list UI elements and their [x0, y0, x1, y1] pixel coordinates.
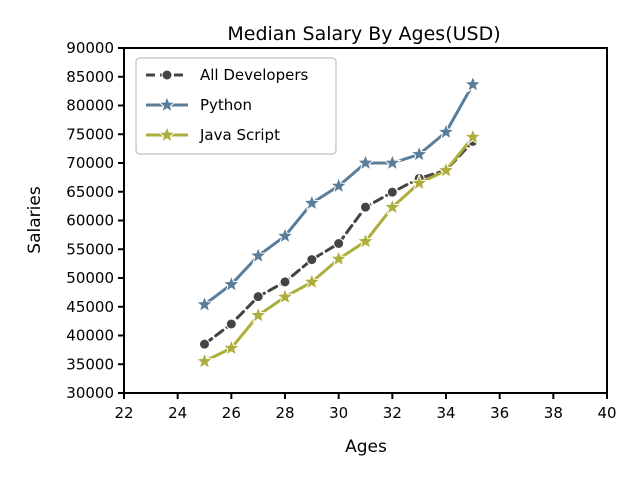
x-tick-label: 32 [383, 404, 402, 422]
chart-title: Median Salary By Ages(USD) [227, 23, 500, 45]
y-tick-label: 35000 [66, 355, 114, 373]
data-point [302, 193, 322, 212]
data-point [221, 338, 241, 357]
x-tick-label: 28 [275, 404, 294, 422]
series-python [195, 74, 483, 313]
data-point [382, 197, 402, 216]
data-point [329, 176, 349, 195]
data-point [360, 201, 371, 213]
x-tick-label: 40 [597, 404, 616, 422]
legend-label: All Developers [200, 66, 309, 84]
series-all-developers [199, 135, 479, 350]
data-point [382, 153, 402, 172]
data-point [329, 249, 349, 268]
x-tick-label: 30 [329, 404, 348, 422]
data-point [463, 74, 483, 93]
data-point [248, 305, 268, 324]
data-point [386, 186, 398, 198]
legend-marker [157, 125, 177, 144]
data-point [409, 144, 429, 163]
x-tick-label: 24 [168, 404, 187, 422]
y-tick-label: 55000 [66, 240, 114, 258]
data-point [195, 294, 214, 313]
data-point [463, 127, 483, 146]
y-tick-label: 80000 [66, 97, 114, 115]
data-point [409, 173, 429, 192]
legend-label: Java Script [199, 126, 280, 144]
data-point [436, 122, 456, 141]
x-axis-title: Ages [345, 437, 387, 457]
plot-area: 22 24 26 28 30 32 34 36 38 40 30000 35000 40000 45000… [66, 39, 616, 422]
data-point [275, 287, 295, 305]
data-point [356, 231, 375, 250]
y-tick-label: 70000 [66, 154, 114, 172]
y-tick-label: 85000 [66, 68, 114, 86]
data-point [221, 274, 241, 293]
data-point [252, 291, 264, 303]
data-point [306, 254, 318, 266]
legend-label: Python [200, 96, 252, 114]
y-tick-label: 30000 [66, 384, 114, 402]
y-tick-label: 90000 [66, 39, 114, 57]
data-point [225, 318, 237, 330]
data-point [436, 160, 456, 179]
data-point [302, 272, 322, 291]
x-tick-label: 38 [544, 404, 563, 422]
data-point [199, 338, 210, 350]
data-point [248, 245, 268, 264]
x-tick-label: 36 [490, 404, 509, 422]
legend-marker [157, 95, 177, 114]
y-tick-label: 65000 [66, 183, 114, 201]
y-tick-label: 40000 [66, 327, 114, 345]
legend-box [135, 57, 337, 155]
y-tick-label: 60000 [66, 212, 114, 230]
legend-marker [161, 69, 173, 81]
x-tick-label: 26 [222, 404, 241, 422]
data-point [356, 153, 375, 172]
data-point [279, 276, 291, 288]
y-tick-label: 75000 [66, 125, 114, 143]
x-tick-label: 22 [114, 404, 133, 422]
y-tick-label: 50000 [66, 269, 114, 287]
data-point [195, 351, 214, 370]
data-point [333, 238, 345, 249]
series-java-script [195, 127, 483, 370]
data-point [275, 226, 295, 245]
legend: All Developers Python Java Script [135, 57, 337, 155]
y-tick-label: 45000 [66, 298, 114, 316]
x-tick-label: 34 [436, 404, 455, 422]
y-axis-title: Salaries [25, 186, 45, 254]
